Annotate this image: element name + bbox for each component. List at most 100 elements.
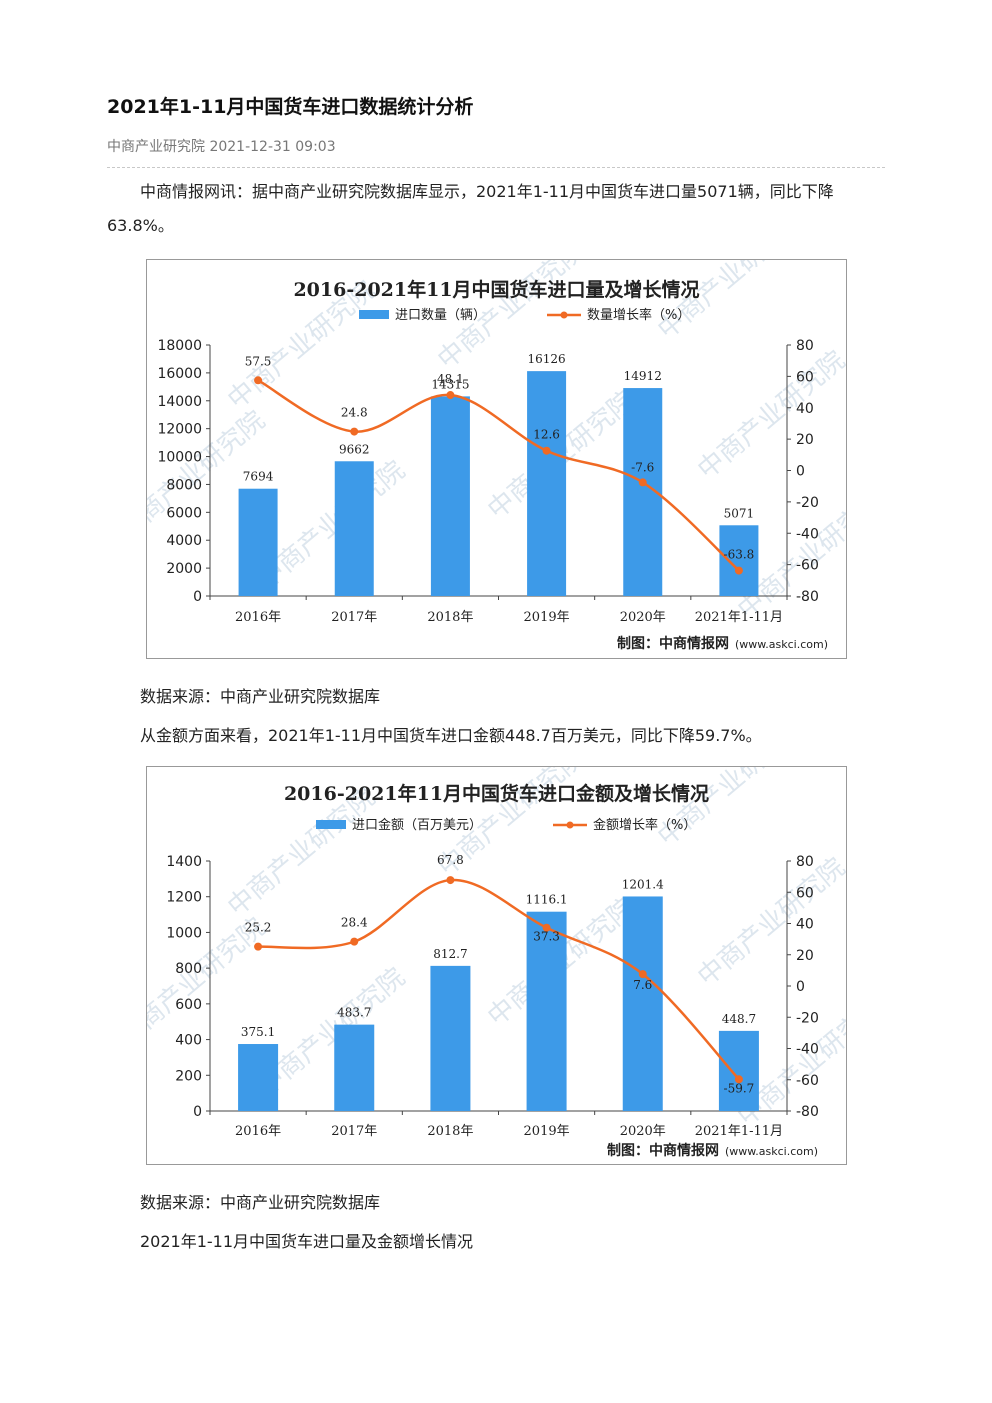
bar-3 [526,911,567,1111]
legend-line-marker [566,821,574,829]
left-tick-label: 12000 [157,422,202,438]
chart-footer: 制图：中商情报网 [607,1142,719,1159]
growth-value-label: 12.6 [533,428,560,442]
right-tick-label: 0 [796,979,805,995]
growth-value-label: 67.8 [437,853,464,867]
growth-point-1 [350,937,359,946]
chart-title: 2016-2021年11月中国货车进口量及增长情况 [293,278,699,301]
growth-rate-line [257,379,740,572]
bar-1 [334,461,374,596]
right-tick-label: 60 [796,885,814,901]
amount-chart: 中商产业研究院 中商产业研究院 中商产业研究院 中商产业研究院 中商产业研究院 中商产业研… [146,766,847,1165]
right-tick-label: -60 [796,1073,819,1089]
legend-line-label: 数量增长率（%） [587,307,690,323]
watermark-text: 中商产业研究院 [692,852,846,992]
category-label: 2016年 [235,610,281,625]
bar-value-label: 812.7 [433,947,467,961]
summary-heading: 2021年1-11月中国货车进口量及金额增长情况 [140,1232,474,1251]
legend-bar-swatch [316,820,346,829]
growth-value-label: 48.1 [437,372,464,386]
growth-value-label: -59.7 [724,1081,755,1095]
growth-value-label: 28.4 [341,916,368,930]
watermark-text: 中商产业研究院 [692,345,846,485]
growth-point-5 [734,566,743,575]
growth-value-label: 7.6 [633,978,652,992]
left-tick-label: 0 [193,589,202,605]
category-label: 2019年 [524,1124,570,1139]
left-tick-label: 400 [175,1033,202,1049]
legend-bar-swatch [359,310,389,319]
growth-value-label: 24.8 [341,406,368,420]
bar-value-label: 483.7 [337,1006,371,1020]
right-tick-label: -40 [796,1042,819,1058]
bar-0 [238,1044,279,1111]
chart-footer-url: (www.askci.com) [725,1145,818,1158]
amount-paragraph: 从金额方面来看，2021年1-11月中国货车进口金额448.7百万美元，同比下降… [140,726,762,745]
bar-3 [527,371,567,596]
growth-point-5 [734,1075,743,1084]
right-tick-label: 80 [796,338,814,354]
bar-value-label: 14912 [624,369,662,383]
left-tick-label: 14000 [157,394,202,410]
category-label: 2016年 [235,1124,281,1139]
quantity-chart: 中商产业研究院 中商产业研究院 中商产业研究院 中商产业研究院 中商产业研究院 中商产业研… [146,259,847,659]
right-tick-label: 80 [796,854,814,870]
article-title: 2021年1-11月中国货车进口数据统计分析 [107,96,474,118]
growth-value-label: 57.5 [245,354,272,368]
left-tick-label: 8000 [166,477,202,493]
right-tick-label: 20 [796,948,814,964]
bar-4 [622,896,663,1111]
left-tick-label: 600 [175,997,202,1013]
legend-bar-label: 进口数量（辆） [395,308,486,323]
left-tick-label: 200 [175,1068,202,1084]
right-tick-label: -60 [796,558,819,574]
growth-point-3 [542,446,551,455]
bar-value-label: 9662 [339,442,370,456]
bar-2 [430,965,471,1111]
article-source[interactable]: 中商产业研究院 [107,139,205,155]
left-tick-label: 10000 [157,450,202,466]
source-note-2: 数据来源：中商产业研究院数据库 [140,1193,381,1212]
quantity-chart-svg: 中商产业研究院 中商产业研究院 中商产业研究院中商产业研究院中商产业研究院中商产业研… [147,260,846,652]
growth-point-3 [542,923,551,932]
left-tick-label: 6000 [166,505,202,521]
right-tick-label: -80 [796,1104,819,1120]
left-tick-label: 1000 [166,925,202,941]
growth-point-0 [254,942,263,951]
growth-value-label: -7.6 [631,460,654,474]
category-label: 2021年1-11月 [695,610,783,625]
category-label: 2018年 [427,610,473,625]
bar-value-label: 375.1 [241,1025,275,1039]
right-tick-label: -80 [796,589,819,605]
left-tick-label: 4000 [166,533,202,549]
category-label: 2020年 [620,610,666,625]
category-label: 2017年 [331,610,377,625]
article-datetime: 2021-12-31 09:03 [209,139,336,155]
right-tick-label: 40 [796,401,814,417]
legend-bar-label: 进口金额（百万美元） [352,817,482,833]
growth-point-1 [350,427,359,436]
category-label: 2019年 [524,610,570,625]
right-tick-label: 0 [796,464,805,480]
chart-footer: 制图：中商情报网 [617,635,729,652]
right-tick-label: -20 [796,495,819,511]
growth-value-label: 37.3 [533,930,560,944]
left-tick-label: 1400 [166,854,202,870]
left-tick-label: 2000 [166,561,202,577]
right-tick-label: -20 [796,1010,819,1026]
bar-5 [718,1030,759,1111]
right-tick-label: 60 [796,369,814,385]
intro-paragraph: 中商情报网讯：据中商产业研究院数据库显示，2021年1-11月中国货车进口量50… [107,182,834,235]
category-label: 2017年 [331,1124,377,1139]
bar-value-label: 448.7 [722,1012,756,1026]
bar-value-label: 7694 [243,470,274,484]
category-label: 2018年 [427,1124,473,1139]
growth-point-4 [638,970,647,979]
bar-0 [238,488,278,596]
growth-point-2 [446,876,455,885]
bar-5 [719,525,759,596]
title-divider [107,167,885,168]
legend-line-marker [560,311,568,319]
bar-1 [334,1024,375,1111]
left-tick-label: 1200 [166,890,202,906]
